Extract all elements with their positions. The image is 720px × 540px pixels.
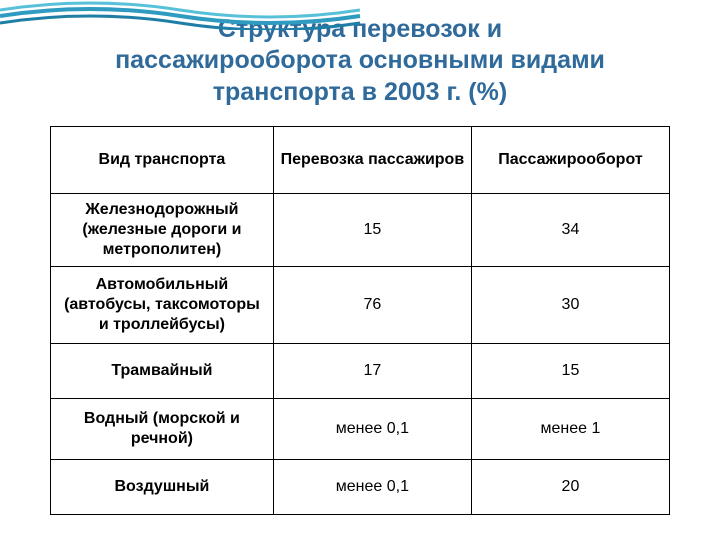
table-row: Воздушный менее 0,1 20: [51, 459, 670, 514]
cell-value: 15: [471, 343, 669, 398]
table-row: Водный (морской и речной) менее 0,1 мене…: [51, 398, 670, 459]
row-label: Автомобильный (автобусы, таксомоторы и т…: [51, 266, 274, 343]
cell-value: 30: [471, 266, 669, 343]
cell-value: менее 0,1: [273, 398, 471, 459]
table-row: Железнодорожный (железные дороги и метро…: [51, 193, 670, 266]
col-header-passengers: Перевозка пассажиров: [273, 126, 471, 193]
table-header-row: Вид транспорта Перевозка пассажиров Пасс…: [51, 126, 670, 193]
table-row: Автомобильный (автобусы, таксомоторы и т…: [51, 266, 670, 343]
cell-value: 34: [471, 193, 669, 266]
cell-value: менее 1: [471, 398, 669, 459]
row-label: Железнодорожный (железные дороги и метро…: [51, 193, 274, 266]
page-title: Структура перевозок и пассажирооборота о…: [0, 0, 720, 108]
title-line-2: пассажирооборота основными видами: [115, 46, 605, 74]
cell-value: 17: [273, 343, 471, 398]
cell-value: менее 0,1: [273, 459, 471, 514]
cell-value: 20: [471, 459, 669, 514]
table-container: Вид транспорта Перевозка пассажиров Пасс…: [0, 108, 720, 515]
cell-value: 15: [273, 193, 471, 266]
row-label: Воздушный: [51, 459, 274, 514]
row-label: Водный (морской и речной): [51, 398, 274, 459]
title-line-3: транспорта в 2003 г. (%): [213, 78, 507, 106]
transport-table: Вид транспорта Перевозка пассажиров Пасс…: [50, 126, 670, 515]
col-header-type: Вид транспорта: [51, 126, 274, 193]
title-line-1: Структура перевозок и: [218, 15, 502, 43]
row-label: Трамвайный: [51, 343, 274, 398]
col-header-turnover: Пассажирооборот: [471, 126, 669, 193]
cell-value: 76: [273, 266, 471, 343]
table-row: Трамвайный 17 15: [51, 343, 670, 398]
